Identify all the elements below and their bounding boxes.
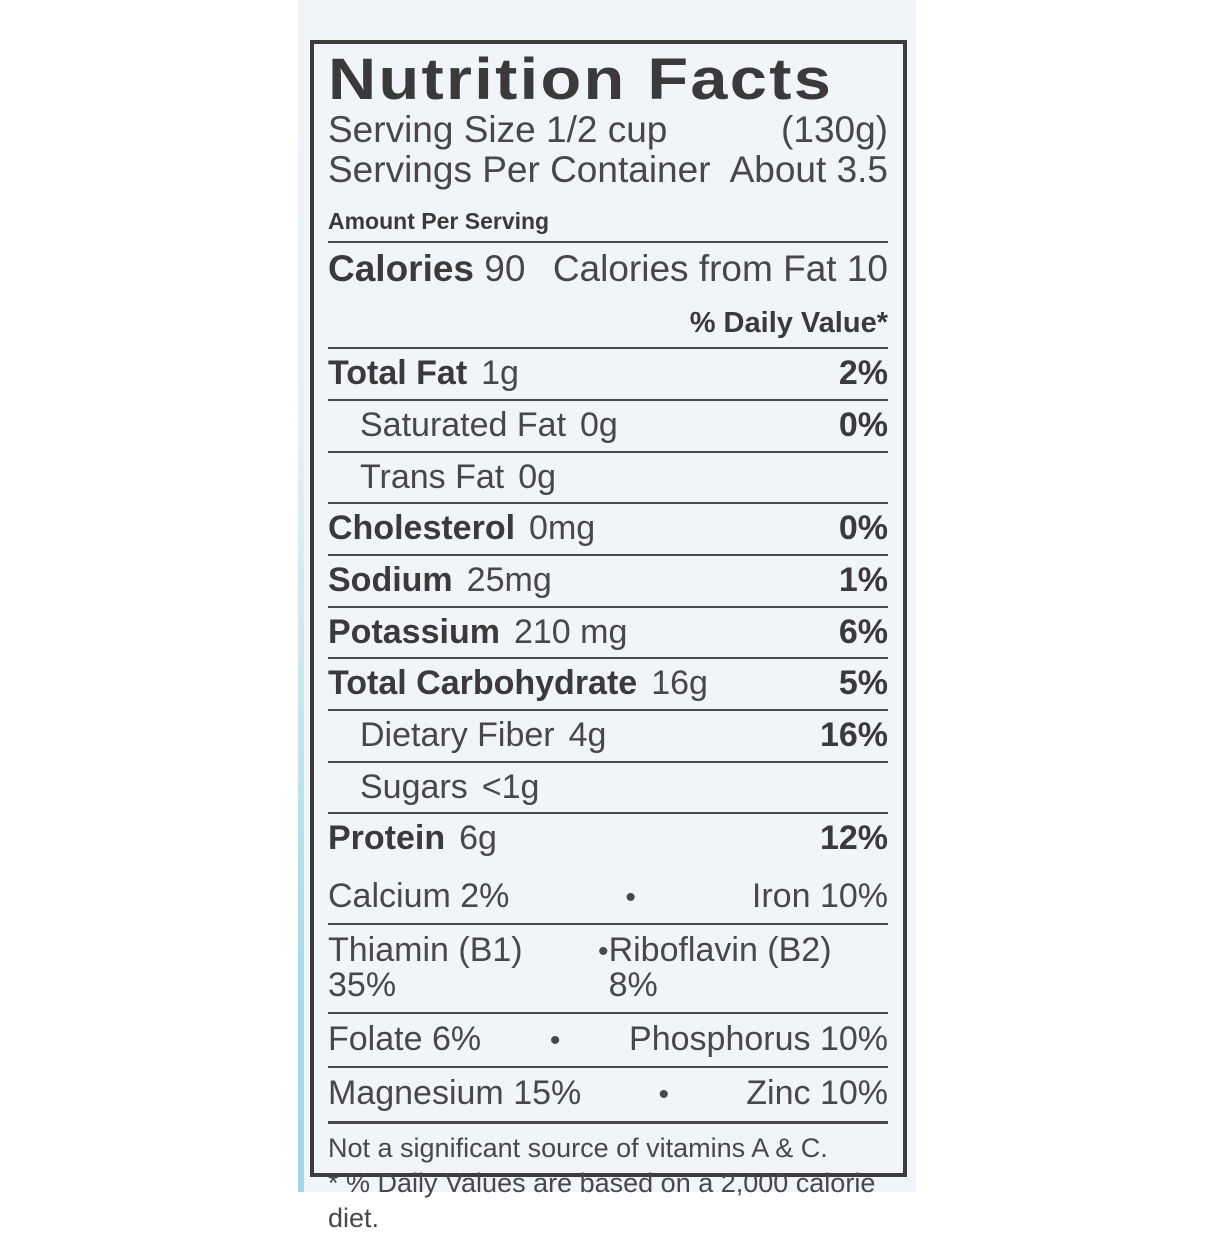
nutrient-name: Potassium [328,612,500,651]
nutrient-row-total-fat: Total Fat 1g 2% [328,347,888,399]
nutrient-row-saturated-fat: Saturated Fat 0g 0% [328,398,888,451]
micronutrient-right: Iron 10% [751,877,888,916]
footnotes: Not a significant source of vitamins A &… [328,1120,888,1236]
nutrient-name: Total Fat [328,354,468,393]
nutrient-dv: 0% [838,509,888,548]
bullet-separator: • [598,934,609,968]
calories-label: Calories [328,248,475,290]
nutrient-row-dietary-fiber: Dietary Fiber 4g 16% [328,709,888,761]
nutrition-label-photo: Nutrition Facts Serving Size 1/2 cup (13… [298,0,916,1233]
footnote-vitamins: Not a significant source of vitamins A &… [328,1132,828,1163]
nutrient-row-total-carbohydrate: Total Carbohydrate 16g 5% [328,657,888,709]
label-title: Nutrition Facts [328,47,834,112]
nutrient-name: Saturated Fat [360,405,567,444]
serving-size-row: Serving Size 1/2 cup (130g) [328,110,888,150]
nutrient-row-cholesterol: Cholesterol 0mg 0% [328,502,888,554]
nutrient-name: Sugars [360,767,468,806]
servings-per-container-label: Servings Per Container [328,149,711,191]
micronutrient-left: Folate 6% [328,1020,482,1059]
nutrient-dv: 12% [819,819,888,858]
nutrient-row-sodium: Sodium 25mg 1% [328,553,888,606]
nutrient-row-sugars: Sugars <1g [328,760,888,813]
serving-size-weight: (130g) [781,109,888,151]
micronutrient-left: Thiamin (B1) 35% [328,930,523,1005]
nutrient-amount: 6g [459,819,497,858]
micronutrient-right: Zinc 10% [746,1073,888,1112]
nutrient-name: Cholesterol [328,509,516,548]
calories-left: Calories 90 [328,248,525,290]
micronutrient-right: Riboflavin (B2) 8% [608,930,832,1005]
bullet-separator: • [549,1024,561,1058]
nutrition-facts-panel: Nutrition Facts Serving Size 1/2 cup (13… [310,40,907,1233]
calories-row: Calories 90 Calories from Fat 10 [328,241,888,296]
nutrient-amount: 0mg [529,509,596,548]
nutrient-row-protein: Protein 6g 12% [328,812,888,864]
nutrient-name: Trans Fat [360,457,505,496]
micronutrient-right: Phosphorus 10% [629,1020,888,1059]
nutrient-dv: 6% [838,612,888,651]
micronutrient-row-magnesium-zinc: Magnesium 15% • Zinc 10% [328,1065,888,1120]
nutrient-name: Sodium [328,560,453,599]
calories-value: 90 [484,248,526,290]
daily-value-header: % Daily Value* [689,307,888,340]
amount-per-serving-heading: Amount Per Serving [328,208,550,235]
nutrient-name: Dietary Fiber [360,716,555,755]
label-photo-edge [298,0,304,1192]
bullet-separator: • [658,1077,670,1111]
micronutrient-row-folate-phosphorus: Folate 6% • Phosphorus 10% [328,1012,888,1066]
micronutrient-row-thiamin-riboflavin: Thiamin (B1) 35% • Riboflavin (B2) 8% [328,922,888,1012]
nutrient-dv: 0% [838,405,888,444]
nutrient-amount: 0g [518,457,557,496]
micronutrient-row-calcium-iron: Calcium 2% • Iron 10% [328,871,888,923]
nutrient-row-potassium: Potassium 210 mg 6% [328,605,888,658]
nutrient-amount: <1g [481,767,540,806]
footnote-daily-values: * % Daily Values are based on a 2,000 ca… [328,1167,876,1233]
nutrient-amount: 25mg [466,560,552,599]
nutrient-name: Total Carbohydrate [328,664,638,703]
nutrient-row-trans-fat: Trans Fat 0g [328,450,888,503]
servings-per-container-row: Servings Per Container About 3.5 [328,150,888,190]
nutrient-dv: 2% [838,354,888,393]
nutrient-dv: 1% [838,560,888,599]
nutrient-amount: 0g [580,405,618,444]
bullet-separator: • [625,881,636,915]
micronutrient-left: Magnesium 15% [328,1073,582,1112]
nutrient-amount: 4g [568,716,607,755]
nutrient-dv: 5% [838,664,888,703]
serving-size-label: Serving Size 1/2 cup [328,109,668,151]
servings-per-container-value: About 3.5 [729,149,888,191]
nutrient-dv: 16% [819,716,888,755]
micronutrient-left: Calcium 2% [328,877,510,916]
nutrient-amount: 210 mg [513,612,628,651]
nutrient-name: Protein [328,819,446,858]
nutrient-amount: 1g [481,354,519,393]
nutrient-amount: 16g [651,664,708,703]
calories-from-fat: Calories from Fat 10 [552,248,888,290]
